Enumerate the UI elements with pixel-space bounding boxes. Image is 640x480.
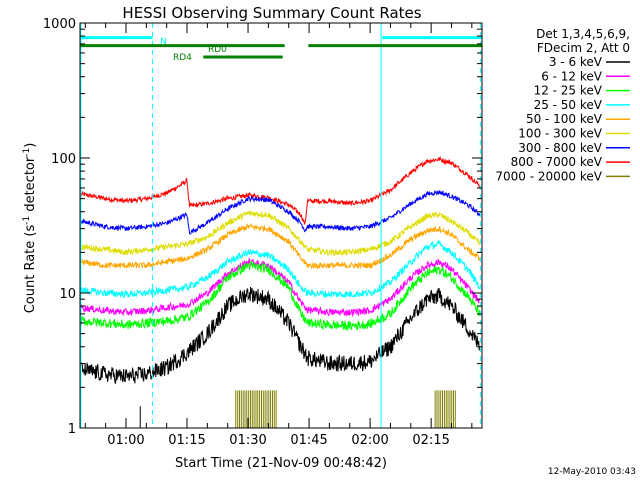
x-tick-label-4: 02:00 bbox=[351, 433, 388, 448]
x-tick-label-5: 02:15 bbox=[412, 433, 449, 448]
y-axis-label-mid: detector bbox=[23, 156, 38, 216]
series-line-7 bbox=[80, 286, 481, 384]
y-axis-label-sup1: -1 bbox=[22, 216, 32, 225]
flags-layer: N RD0 RD4 bbox=[80, 23, 482, 428]
legend-label-8: 7000 - 20000 keV bbox=[495, 169, 602, 183]
legend-label-7: 800 - 7000 keV bbox=[511, 155, 603, 169]
series-line-5 bbox=[80, 257, 481, 318]
y-tick-label-2: 100 bbox=[51, 152, 76, 167]
legend-label-6: 300 - 800 keV bbox=[518, 141, 602, 155]
x-tick-label-1: 01:15 bbox=[168, 433, 205, 448]
legend-label-1: 6 - 12 keV bbox=[541, 69, 603, 83]
y-tick-label-1: 10 bbox=[59, 287, 76, 302]
y-tick-label-0: 1 bbox=[68, 422, 76, 437]
legend-label-3: 25 - 50 keV bbox=[534, 98, 603, 112]
y-tick-label-3: 1000 bbox=[43, 17, 76, 32]
legend-label-2: 12 - 25 keV bbox=[534, 84, 603, 98]
series-line-2 bbox=[81, 210, 481, 257]
ticks-layer: 01:00 01:15 01:30 01:45 02:00 02:15 1 10 100 1000 bbox=[43, 17, 482, 448]
flag-label-1: RD0 bbox=[208, 45, 227, 55]
legend-label-5: 100 - 300 keV bbox=[518, 127, 602, 141]
series-line-1 bbox=[81, 190, 481, 235]
x-tick-label-3: 01:45 bbox=[290, 433, 327, 448]
series-line-6 bbox=[80, 260, 481, 332]
series-line-0 bbox=[80, 155, 481, 225]
legend-header-1: FDecim 2, Att 0 bbox=[537, 41, 630, 55]
footer-timestamp: 12-May-2010 03:43 bbox=[548, 467, 636, 477]
plot-frame bbox=[79, 22, 483, 429]
attenuator-burst-0 bbox=[235, 390, 277, 428]
legend-label-4: 50 - 100 keV bbox=[526, 112, 603, 126]
series-layer bbox=[80, 155, 481, 428]
x-tick-label-2: 01:30 bbox=[229, 433, 266, 448]
flag-label-0: N bbox=[160, 37, 167, 47]
attenuator-burst-1 bbox=[434, 390, 456, 428]
series-line-3 bbox=[80, 222, 481, 270]
x-tick-label-0: 01:00 bbox=[107, 433, 144, 448]
legend-label-0: 3 - 6 keV bbox=[549, 55, 603, 69]
x-axis-label: Start Time (21-Nov-09 00:48:42) bbox=[175, 456, 387, 471]
flag-label-2: RD4 bbox=[173, 53, 192, 63]
legend-header-0: Det 1,3,4,5,6,9, bbox=[536, 27, 630, 41]
y-axis-label-main: Count Rate (s bbox=[23, 225, 38, 314]
chart-title: HESSI Observing Summary Count Rates bbox=[122, 4, 421, 22]
y-axis-label-end: ) bbox=[23, 143, 38, 148]
series-line-4 bbox=[80, 239, 481, 299]
y-axis-label: Count Rate (s-1 detector-1) bbox=[22, 143, 38, 314]
legend: Det 1,3,4,5,6,9,FDecim 2, Att 03 - 6 keV… bbox=[495, 27, 630, 183]
y-axis-label-sup2: -1 bbox=[22, 148, 32, 157]
